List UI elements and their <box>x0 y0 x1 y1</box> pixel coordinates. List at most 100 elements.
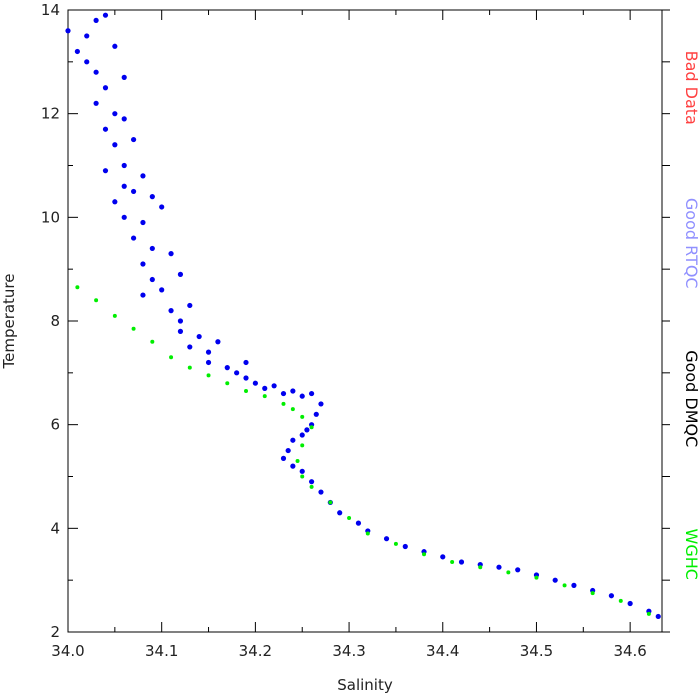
data-point <box>243 359 249 366</box>
data-point <box>309 425 314 430</box>
x-tick-label: 34.4 <box>426 642 459 660</box>
data-point <box>299 468 305 474</box>
data-point <box>168 251 174 257</box>
data-point <box>355 520 362 526</box>
x-tick-label: 34.5 <box>520 642 553 660</box>
data-point <box>140 261 146 267</box>
data-point <box>121 183 127 189</box>
data-point <box>515 567 521 573</box>
data-point <box>244 388 249 393</box>
data-point <box>159 204 165 210</box>
data-point <box>300 414 305 419</box>
data-point <box>402 543 408 550</box>
data-point <box>224 365 230 371</box>
data-point <box>205 349 212 355</box>
data-point <box>84 59 90 65</box>
x-tick-label: 34.2 <box>239 642 272 660</box>
data-point <box>422 552 427 557</box>
data-point <box>112 142 118 148</box>
x-tick-label: 34.6 <box>613 642 646 660</box>
y-tick-label: 14 <box>41 1 60 19</box>
data-point <box>102 168 109 174</box>
data-point <box>295 458 300 463</box>
data-point <box>74 48 80 55</box>
y-tick-label: 4 <box>50 519 60 537</box>
data-point <box>627 600 633 607</box>
data-point <box>196 333 202 340</box>
data-point <box>290 437 296 443</box>
data-point <box>534 575 539 580</box>
legend-entry: Good RTQC <box>682 198 700 289</box>
data-point <box>506 570 511 575</box>
data-point <box>243 375 249 381</box>
data-point <box>187 302 193 309</box>
x-tick-label: 34.1 <box>145 642 178 660</box>
data-point <box>281 401 286 406</box>
data-point <box>149 276 155 283</box>
data-point <box>308 479 315 485</box>
data-point <box>225 381 230 386</box>
data-point <box>130 235 137 241</box>
y-tick-label: 2 <box>50 623 60 641</box>
data-point <box>655 613 661 620</box>
data-point <box>571 582 577 588</box>
data-point <box>290 388 296 394</box>
data-point <box>450 560 455 565</box>
data-point <box>94 298 99 303</box>
data-point <box>75 285 80 290</box>
data-point <box>280 455 287 461</box>
data-point <box>328 500 333 505</box>
data-point <box>102 85 109 91</box>
data-point <box>150 339 155 344</box>
data-point <box>130 136 137 143</box>
data-point <box>169 355 174 360</box>
y-tick-label: 12 <box>41 105 60 123</box>
data-point <box>84 33 90 39</box>
data-point <box>347 515 352 520</box>
data-point <box>618 598 623 603</box>
data-point <box>140 173 146 179</box>
data-point <box>93 69 99 75</box>
data-point <box>121 162 127 169</box>
data-point <box>252 380 258 386</box>
y-tick-label: 6 <box>50 416 60 434</box>
data-point <box>112 111 118 117</box>
data-point <box>131 326 136 331</box>
data-point <box>93 17 99 23</box>
data-point <box>552 577 558 583</box>
data-point <box>290 407 295 412</box>
data-point <box>608 593 615 599</box>
data-point <box>262 385 268 391</box>
data-point <box>168 308 174 314</box>
data-point <box>304 427 310 433</box>
plot-frame <box>67 9 663 633</box>
data-point <box>458 559 465 565</box>
data-point <box>187 344 193 350</box>
data-point <box>337 510 343 516</box>
y-tick-label: 10 <box>41 208 60 226</box>
data-point <box>300 474 305 479</box>
y-tick-label: 8 <box>50 312 60 330</box>
data-point <box>590 591 595 596</box>
data-point <box>318 489 324 495</box>
data-point <box>177 271 184 277</box>
data-point <box>177 318 184 324</box>
data-point <box>496 564 502 570</box>
data-point <box>112 199 118 205</box>
data-point <box>65 28 71 34</box>
data-point <box>285 447 291 454</box>
data-point <box>177 328 184 334</box>
data-point <box>121 116 127 122</box>
data-point <box>102 126 109 132</box>
data-point <box>234 370 240 376</box>
legend-entry: Bad Data <box>682 51 700 125</box>
x-tick-label: 34.3 <box>332 642 365 660</box>
data-point <box>102 12 109 18</box>
data-point <box>121 74 127 80</box>
data-point <box>121 214 127 220</box>
data-point <box>290 463 296 469</box>
data-point <box>313 411 319 417</box>
data-point <box>130 188 137 195</box>
